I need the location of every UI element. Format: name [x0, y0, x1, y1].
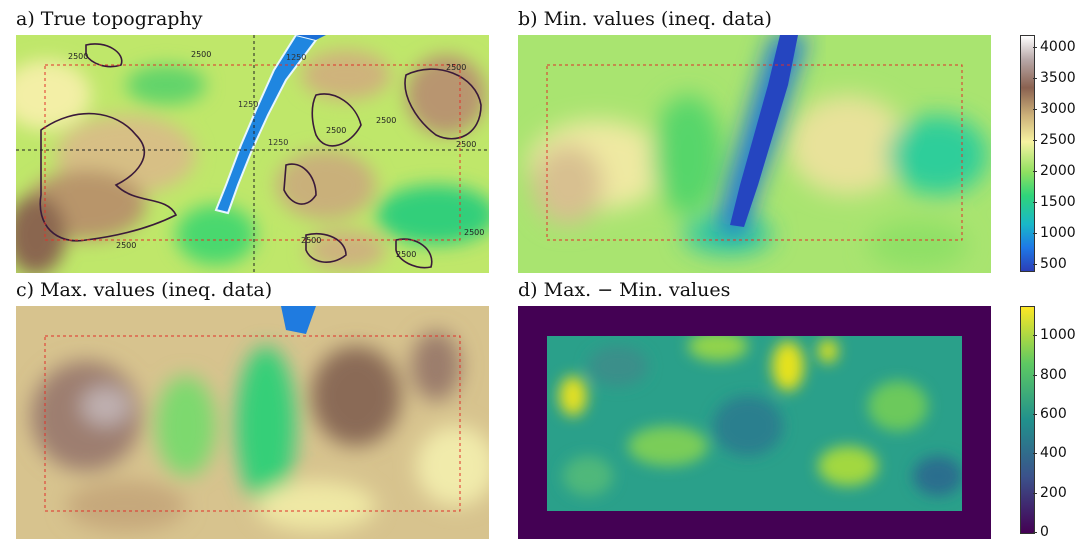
contour-label: 2500 [376, 116, 396, 125]
colorbar-tick-label: 0 [1033, 524, 1049, 540]
colorbar-tick-label: 4000 [1033, 39, 1076, 56]
contour-2500-south [283, 163, 317, 205]
contour-label: 2500 [68, 52, 88, 61]
colorbar-tick-label: 3500 [1033, 70, 1076, 87]
contour-label: 1250 [286, 53, 306, 62]
contour-label: 2500 [326, 126, 346, 135]
colorbar-tick-label: 1000 [1033, 224, 1076, 241]
contour-2500-east [404, 68, 482, 140]
colorbar-tick-label: 3000 [1033, 101, 1076, 118]
elevation-colorbar [1020, 35, 1035, 272]
colorbar-tick-label: 1500 [1033, 193, 1076, 210]
contour-2500-center [311, 93, 362, 147]
contour-label: 2500 [191, 50, 211, 59]
data-region-box [44, 335, 461, 512]
panel-c-map [16, 306, 489, 539]
data-region-box [44, 64, 461, 241]
panel-a-title: a) True topography [16, 8, 203, 30]
valley-water [281, 306, 316, 334]
colorbar-tick-label: 600 [1033, 406, 1067, 423]
panel-b-map [518, 35, 991, 273]
contour-label: 2500 [446, 63, 466, 72]
valley-minimum [730, 35, 798, 227]
contour-label: 2500 [396, 250, 416, 259]
difference-colorbar [1020, 306, 1035, 534]
colorbar-tick-label: 500 [1033, 255, 1067, 272]
colorbar-tick-label: 400 [1033, 445, 1067, 462]
valley-water [214, 35, 318, 215]
colorbar-tick-label: 200 [1033, 484, 1067, 501]
colorbar-tick-label: 800 [1033, 366, 1067, 383]
panel-d-title: d) Max. − Min. values [518, 279, 731, 301]
colorbar-tick-label: 2000 [1033, 163, 1076, 180]
contour-label: 2500 [464, 228, 484, 237]
contour-label: 2500 [456, 140, 476, 149]
colorbar-tick-label: 1000 [1033, 327, 1076, 344]
panel-c-title: c) Max. values (ineq. data) [16, 279, 273, 301]
panel-b-title: b) Min. values (ineq. data) [518, 8, 772, 30]
contour-label: 2500 [116, 241, 136, 250]
contour-label: 1250 [238, 100, 258, 109]
panel-d-map [518, 306, 991, 539]
contour-label: 2500 [301, 236, 321, 245]
panel-a-map: 2500 2500 2500 2500 2500 2500 2500 2500 … [16, 35, 489, 273]
contour-label: 1250 [268, 138, 288, 147]
colorbar-tick-label: 2500 [1033, 132, 1076, 149]
data-region-box [546, 64, 963, 241]
